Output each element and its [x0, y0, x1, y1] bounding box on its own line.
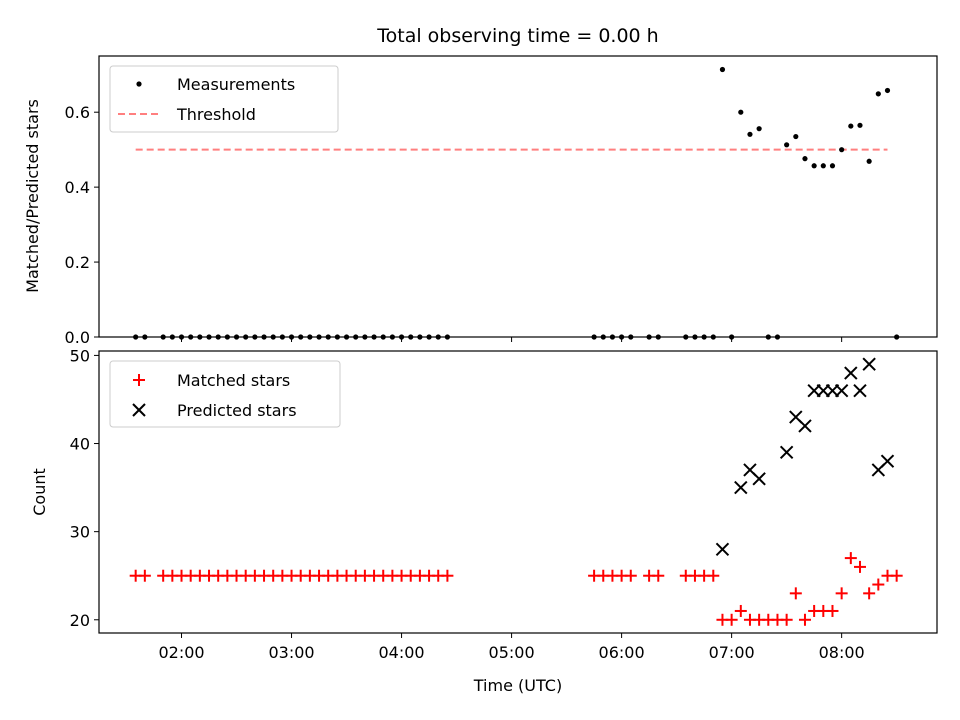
top-y-axis: 0.0 0.2 0.4 0.6 — [65, 103, 99, 347]
top-x-ticks — [181, 337, 843, 342]
predicted-star-point — [715, 542, 730, 556]
measurement-point — [875, 91, 881, 97]
predicted-star-stroke-b — [743, 463, 757, 477]
predicted-star-stroke-b — [862, 357, 876, 371]
predicted-star-stroke-b — [752, 472, 766, 486]
bottom-y-axis: 20 30 40 50 — [70, 346, 99, 630]
bottom-x-tick-label: 03:00 — [268, 643, 314, 662]
predicted-star-stroke-b — [880, 454, 895, 468]
top-y-tick-label: 0.4 — [65, 178, 90, 197]
matched-star-point — [844, 552, 857, 565]
predicted-star-point — [798, 419, 812, 433]
bottom-legend: Matched stars Predicted stars — [109, 360, 341, 428]
top-y-tick-label: 0.0 — [65, 328, 90, 347]
predicted-star-stroke-b — [715, 542, 730, 556]
bottom-x-axis-label: Time (UTC) — [473, 676, 562, 695]
matched-star-point — [826, 604, 839, 617]
measurement-point — [857, 122, 863, 128]
predicted-star-point — [779, 445, 794, 460]
measurement-point — [719, 66, 726, 73]
measurement-point — [866, 158, 872, 164]
predicted-star-point — [752, 472, 766, 486]
bottom-y-tick-label: 50 — [70, 346, 90, 365]
bottom-x-axis: 02:00 03:00 04:00 05:00 06:00 07:00 08:00 — [158, 633, 865, 662]
predicted-star-stroke-b — [853, 383, 867, 398]
legend-measurements-marker — [136, 81, 142, 87]
measurement-point — [820, 163, 826, 169]
matched-star-point — [789, 587, 802, 600]
legend-predicted-marker — [132, 403, 146, 417]
matched-star-point — [652, 569, 665, 582]
figure-title: Total observing time = 0.00 h — [376, 25, 658, 47]
bottom-y-axis-label: Count — [30, 468, 49, 516]
measurement-point — [884, 87, 891, 94]
predicted-star-point — [844, 366, 858, 380]
legend-matched-label: Matched stars — [177, 371, 290, 390]
top-y-tick-label: 0.6 — [65, 103, 90, 122]
top-y-tick-label: 0.2 — [65, 253, 90, 272]
matched-star-point — [798, 613, 811, 626]
measurement-point — [784, 142, 790, 148]
bottom-x-tick-label: 04:00 — [379, 643, 425, 662]
matched-star-point — [835, 587, 848, 600]
bottom-y-tick-label: 40 — [70, 435, 90, 454]
predicted-star-stroke-b — [779, 445, 794, 460]
predicted-star-point — [834, 383, 849, 398]
measurement-point — [839, 147, 845, 153]
matched-star-point — [853, 560, 866, 573]
matched-star-point — [734, 604, 747, 617]
measurement-point — [793, 133, 799, 140]
matched-star-point — [441, 569, 454, 582]
bottom-x-tick-label: 07:00 — [709, 643, 755, 662]
bottom-x-tick-label: 08:00 — [819, 643, 865, 662]
predicted-star-point — [862, 357, 876, 371]
matched-star-point — [890, 569, 903, 582]
bottom-x-tick-label: 05:00 — [489, 643, 535, 662]
top-axes-frame — [98, 55, 938, 338]
measurement-point — [756, 126, 762, 132]
predicted-star-point — [880, 454, 895, 468]
top-legend: Measurements Threshold — [109, 65, 339, 133]
legend-matched-marker — [133, 374, 145, 386]
predicted-star-point — [853, 383, 867, 398]
measurement-point — [738, 109, 744, 115]
predicted-star-stroke-b — [789, 410, 803, 424]
legend-measurements-label: Measurements — [177, 75, 295, 94]
matched-star-point — [780, 613, 793, 626]
matched-star-point — [707, 569, 720, 582]
bottom-plot-marks — [129, 357, 903, 626]
matched-star-point — [863, 587, 876, 600]
measurement-point — [829, 163, 836, 169]
measurement-point — [802, 156, 808, 162]
bottom-axes-frame — [98, 350, 938, 634]
predicted-star-stroke-b — [844, 366, 858, 380]
matched-star-point — [624, 569, 637, 582]
bottom-y-tick-label: 20 — [70, 611, 90, 630]
top-legend-box — [109, 65, 339, 133]
predicted-star-point — [734, 480, 748, 495]
bottom-legend-box — [109, 360, 341, 428]
measurement-point — [811, 163, 817, 169]
predicted-star-stroke-b — [834, 383, 849, 398]
measurement-point — [848, 123, 854, 129]
bottom-x-tick-label: 02:00 — [158, 643, 204, 662]
matched-star-point — [138, 569, 151, 582]
top-y-axis-label: Matched/Predicted stars — [23, 99, 42, 293]
bottom-x-tick-label: 06:00 — [599, 643, 645, 662]
legend-predicted-label: Predicted stars — [177, 401, 297, 420]
predicted-star-stroke-b — [734, 480, 748, 495]
predicted-star-stroke-b — [798, 419, 812, 433]
matched-star-point — [725, 613, 738, 626]
measurement-point — [747, 131, 753, 137]
top-panel: 0.0 0.2 0.4 0.6 Matched/Predicted stars Mea… — [23, 55, 938, 347]
bottom-y-tick-label: 30 — [70, 523, 90, 542]
legend-threshold-label: Threshold — [176, 105, 256, 124]
matched-star-point — [872, 578, 885, 591]
